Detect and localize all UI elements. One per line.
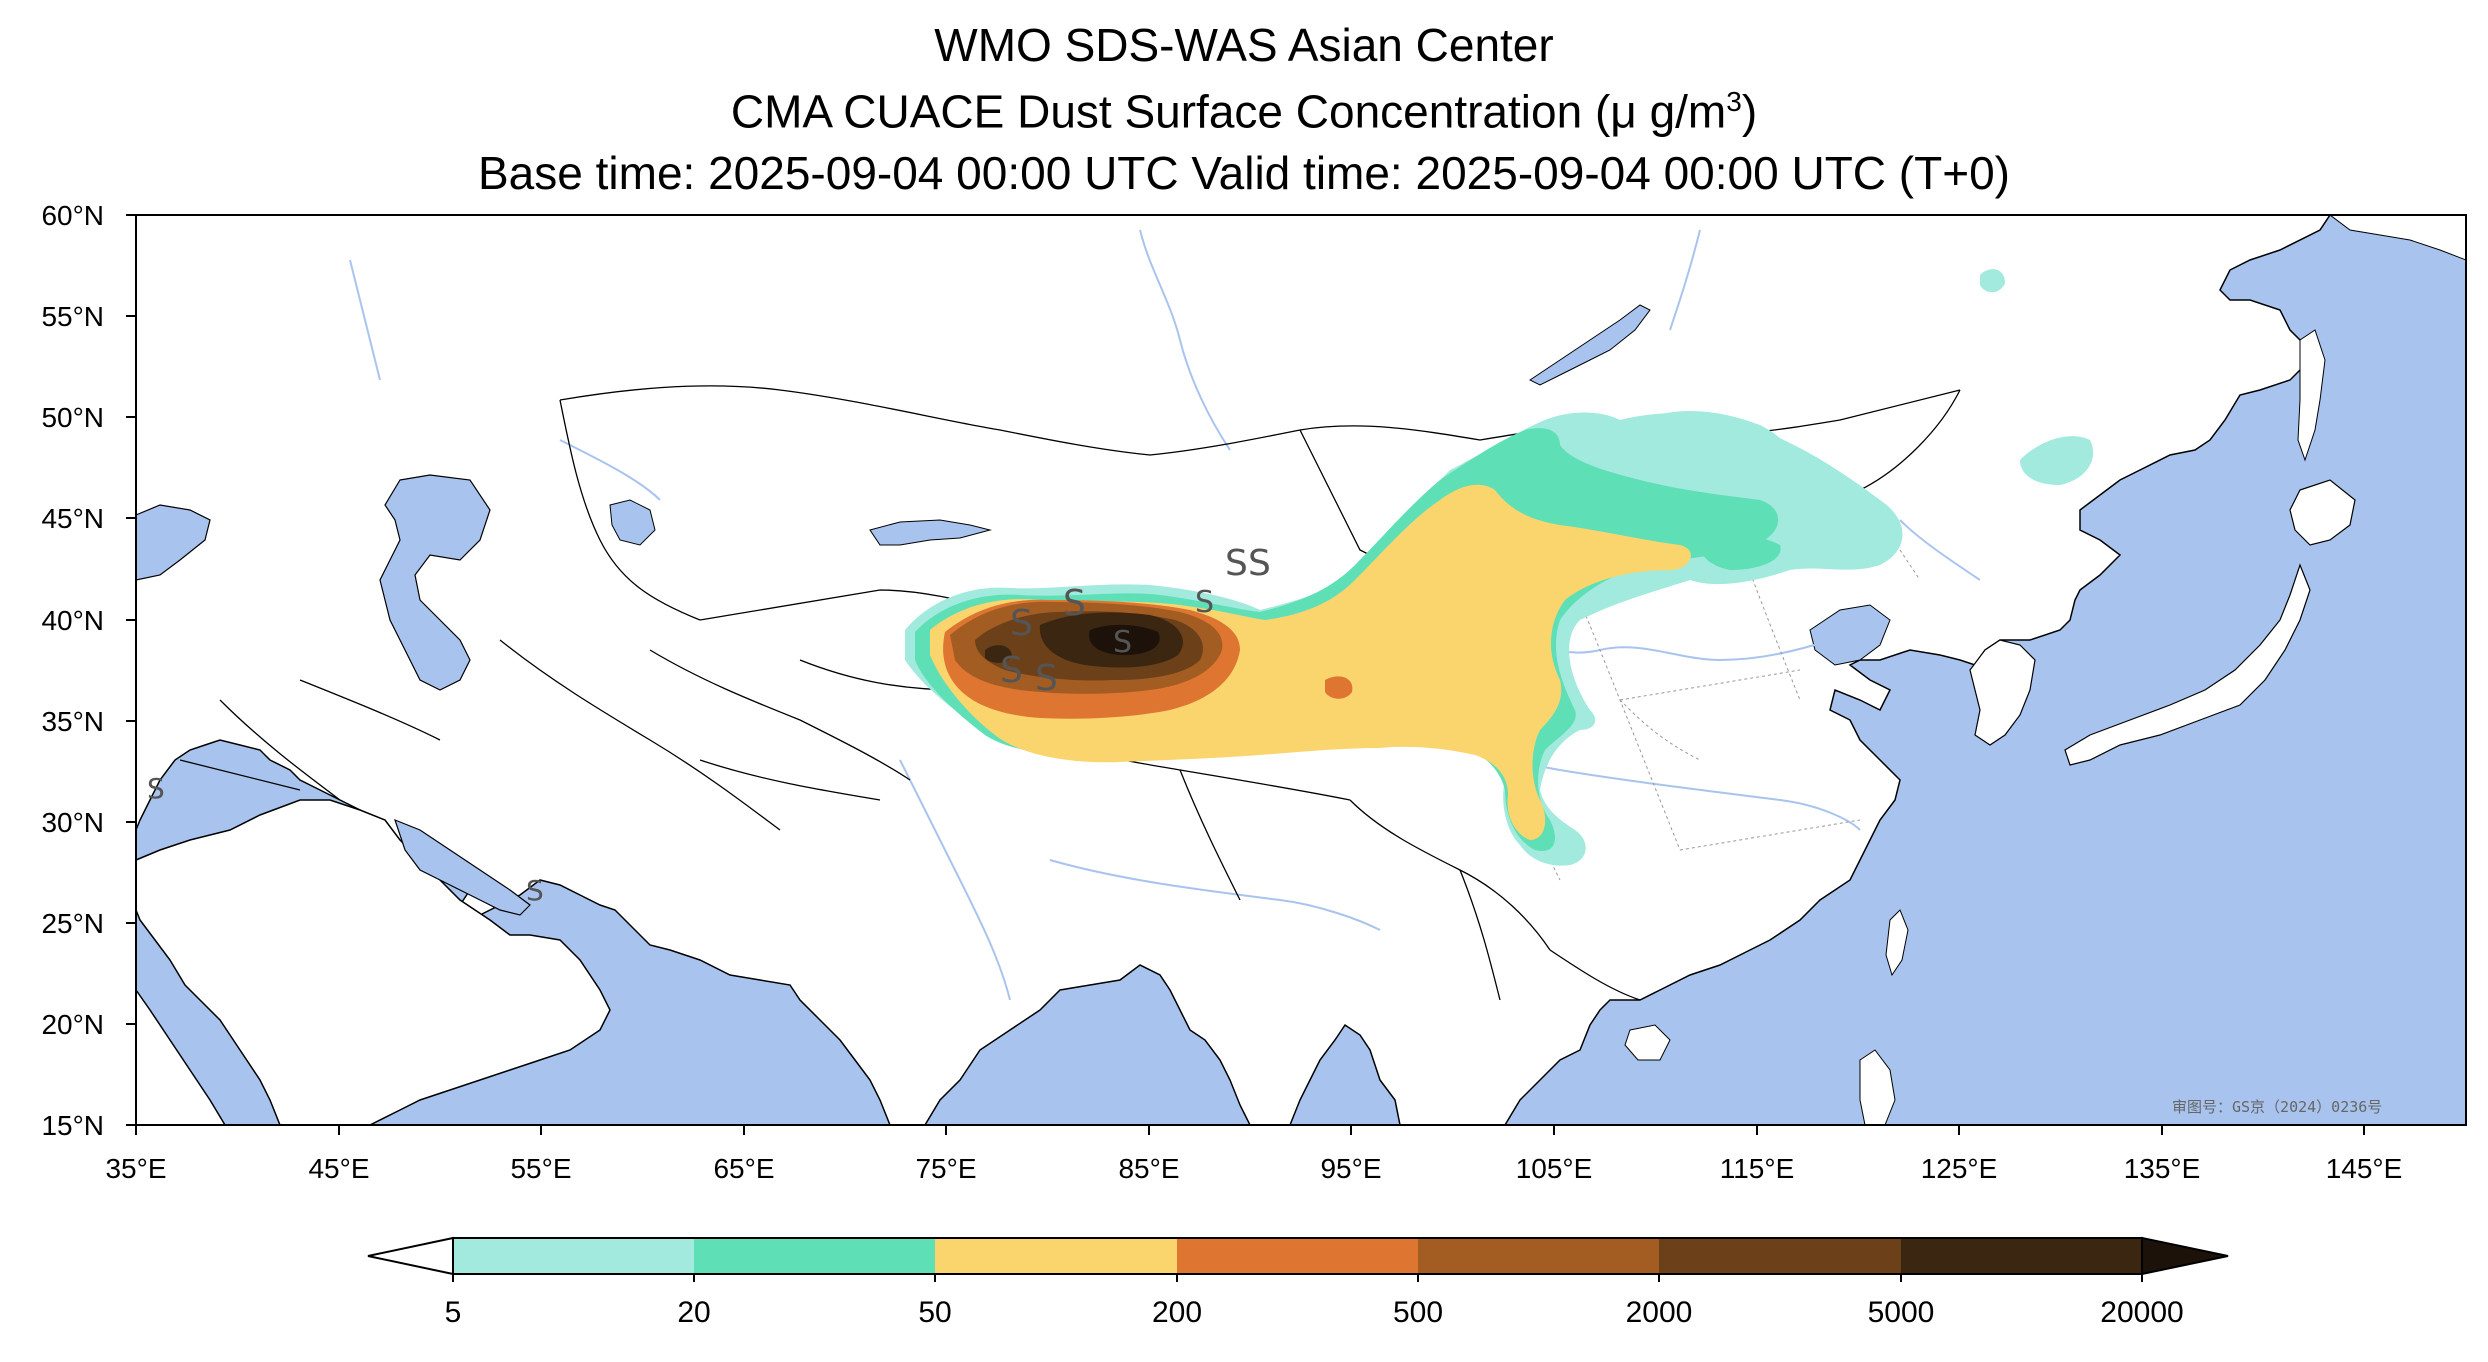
dust-patch-center bbox=[1427, 656, 1495, 700]
lat-tick-label: 40°N bbox=[41, 605, 104, 636]
dust-patch-north bbox=[1980, 269, 2005, 293]
colorbar-label: 5000 bbox=[1868, 1296, 1935, 1329]
chart-title: WMO SDS-WAS Asian Center bbox=[934, 19, 1554, 71]
lat-tick-label: 30°N bbox=[41, 807, 104, 838]
aral-sea bbox=[609, 499, 656, 546]
storm-marker: S bbox=[1195, 585, 1214, 620]
arabian-peninsula bbox=[136, 799, 611, 1125]
dust-contours bbox=[905, 269, 2094, 866]
colorbar-segment-50-200 bbox=[935, 1238, 1177, 1274]
latitude-axis: 60°N 55°N 50°N 45°N 40°N 35°N 30°N 25°N … bbox=[41, 200, 136, 1141]
colorbar-segment-5000-20000 bbox=[1901, 1238, 2142, 1274]
colorbar-segment-20-50 bbox=[694, 1238, 935, 1274]
lon-tick-label: 135°E bbox=[2124, 1153, 2201, 1184]
lat-tick-label: 20°N bbox=[41, 1009, 104, 1040]
colorbar-label: 20 bbox=[677, 1296, 710, 1329]
colorbar-min-extend bbox=[367, 1236, 454, 1276]
colorbar-max-extend bbox=[2141, 1236, 2229, 1276]
bohai-sea bbox=[1809, 604, 1891, 666]
korean-peninsula bbox=[1969, 639, 2036, 746]
subtitle-suffix: ) bbox=[1741, 85, 1758, 138]
colorbar-segment-2000-5000 bbox=[1659, 1238, 1901, 1274]
dust-patch-xingan bbox=[1698, 533, 1781, 570]
colorbar-label: 2000 bbox=[1626, 1296, 1693, 1329]
storm-marker: S bbox=[526, 874, 544, 907]
subtitle-unit: μ g/m bbox=[1610, 85, 1727, 138]
dust-level-50-200 bbox=[930, 484, 1691, 840]
dust-patch-mongolia bbox=[1636, 410, 1791, 481]
lat-tick-label: 25°N bbox=[41, 908, 104, 939]
philippines bbox=[1859, 1049, 1896, 1125]
dust-storm-markers: S S S S S S S S S S bbox=[147, 543, 1271, 907]
caspian-sea bbox=[379, 474, 491, 691]
map-frame bbox=[135, 214, 2467, 1126]
persian-gulf bbox=[394, 818, 531, 916]
lat-tick-label: 45°N bbox=[41, 503, 104, 534]
lon-tick-label: 65°E bbox=[713, 1153, 774, 1184]
colorbar-segment-500-2000 bbox=[1418, 1238, 1659, 1274]
chart-subtitle: CMA CUACE Dust Surface Concentration (μ … bbox=[0, 85, 2488, 138]
hainan bbox=[1624, 1024, 1671, 1061]
storm-marker: S bbox=[147, 772, 165, 805]
lon-tick-label: 105°E bbox=[1516, 1153, 1593, 1184]
lat-tick-label: 50°N bbox=[41, 402, 104, 433]
colorbar-label: 500 bbox=[1393, 1296, 1443, 1329]
kamchatka bbox=[2329, 215, 2466, 261]
lat-tick-label: 60°N bbox=[41, 200, 104, 231]
colorbar-segment-5-20 bbox=[453, 1238, 694, 1274]
lat-tick-label: 55°N bbox=[41, 301, 104, 332]
storm-marker: S bbox=[1248, 543, 1271, 584]
lon-tick-label: 45°E bbox=[308, 1153, 369, 1184]
storm-marker: S bbox=[1063, 583, 1086, 624]
map-approval-stamp: 审图号：GS京（2024）0236号 bbox=[2172, 1098, 2382, 1116]
lon-tick-label: 115°E bbox=[1720, 1153, 1795, 1184]
japan-hokkaido bbox=[2289, 479, 2356, 546]
colorbar-segment-200-500 bbox=[1177, 1238, 1418, 1274]
dust-patch-west-dark bbox=[985, 645, 1012, 663]
colorbar-frame bbox=[452, 1237, 2143, 1275]
storm-marker: S bbox=[1000, 650, 1023, 691]
lon-tick-label: 35°E bbox=[105, 1153, 166, 1184]
colorbar-label: 200 bbox=[1152, 1296, 1202, 1329]
lake-balkhash bbox=[869, 519, 992, 546]
lake-baikal bbox=[1529, 304, 1651, 386]
storm-marker: S bbox=[1010, 603, 1033, 644]
lat-tick-label: 35°N bbox=[41, 706, 104, 737]
japan-honshu bbox=[2064, 563, 2311, 766]
storm-marker: S bbox=[1113, 625, 1132, 660]
lon-tick-label: 55°E bbox=[510, 1153, 571, 1184]
colorbar-label: 20000 bbox=[2100, 1296, 2183, 1329]
lon-tick-label: 95°E bbox=[1320, 1153, 1381, 1184]
dust-patch-qaidam bbox=[1325, 676, 1353, 699]
sakhalin bbox=[2297, 329, 2326, 462]
colorbar: 5 20 50 200 500 2000 5000 20000 bbox=[367, 1236, 2229, 1329]
black-sea bbox=[136, 504, 211, 581]
storm-marker: S bbox=[1035, 658, 1058, 699]
colorbar-label: 50 bbox=[918, 1296, 951, 1329]
lon-tick-label: 125°E bbox=[1921, 1153, 1998, 1184]
lat-tick-label: 15°N bbox=[41, 1110, 104, 1141]
taiwan bbox=[1885, 909, 1909, 977]
map-content: S S S S S S S S S S 审图号：GS京（2024）0236号 bbox=[136, 215, 2466, 1125]
subtitle-prefix: CMA CUACE Dust Surface Concentration ( bbox=[730, 85, 1611, 138]
storm-marker: S bbox=[1225, 543, 1248, 584]
longitude-axis: 35°E 45°E 55°E 65°E 75°E 85°E 95°E 105°E… bbox=[105, 1125, 2402, 1184]
time-info: Base time: 2025-09-04 00:00 UTC Valid ti… bbox=[478, 147, 2010, 199]
lon-tick-label: 75°E bbox=[915, 1153, 976, 1184]
subtitle-unit-exponent: 3 bbox=[1726, 86, 1742, 117]
dust-patch-east bbox=[2020, 436, 2094, 485]
lon-tick-label: 145°E bbox=[2326, 1153, 2403, 1184]
lon-tick-label: 85°E bbox=[1118, 1153, 1179, 1184]
africa-region bbox=[136, 988, 226, 1125]
dust-level-over-20000 bbox=[1089, 624, 1160, 655]
colorbar-label: 5 bbox=[445, 1296, 462, 1329]
